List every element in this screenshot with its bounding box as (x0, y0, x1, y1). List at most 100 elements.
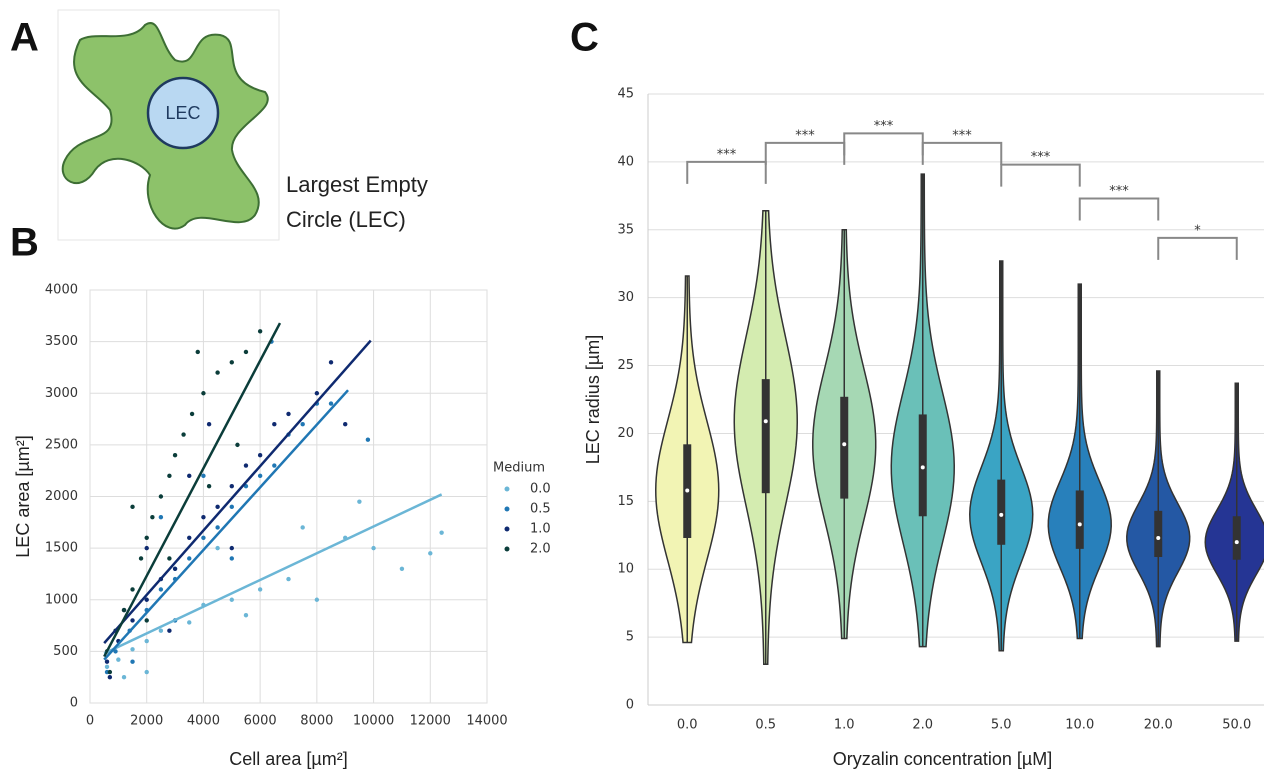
median (920, 465, 925, 470)
point (257, 453, 263, 458)
legend-label: 2.0 (530, 542, 551, 557)
median (999, 512, 1004, 517)
significance-bracket (686, 160, 767, 184)
point (300, 525, 305, 530)
panel-label: C (570, 16, 599, 60)
iqr-box (761, 379, 770, 494)
caption: Circle (LEC) (286, 207, 406, 232)
significance-label: *** (874, 119, 894, 134)
iqr-box (997, 479, 1006, 545)
point (130, 618, 135, 623)
panel-label: A (10, 16, 39, 60)
legend-marker (504, 506, 510, 512)
legend-label: 1.0 (530, 522, 551, 537)
median (1077, 522, 1082, 527)
point (172, 566, 178, 571)
x-tick-label: 0 (86, 714, 94, 729)
significance-label: *** (952, 128, 972, 143)
legend-marker (504, 486, 510, 492)
y-tick-label: 3500 (45, 334, 78, 349)
point (158, 494, 164, 499)
point (229, 360, 234, 365)
point (130, 647, 135, 652)
point (365, 437, 371, 442)
significance-bracket (921, 141, 1003, 165)
point (235, 442, 240, 448)
point (144, 535, 149, 540)
y-tick-label: 3000 (45, 386, 78, 401)
point (167, 628, 172, 633)
iqr-box (1154, 510, 1163, 558)
point (243, 463, 249, 468)
y-tick-label: 25 (617, 358, 634, 373)
point (158, 514, 164, 520)
median (1234, 540, 1239, 545)
point (144, 618, 149, 623)
point (187, 620, 192, 625)
point (314, 597, 320, 602)
x-tick-label: 0.0 (677, 718, 698, 733)
x-tick-label: 5.0 (991, 718, 1012, 733)
x-tick-label: 2.0 (912, 718, 933, 733)
point (428, 551, 433, 556)
legend-marker (504, 546, 510, 552)
significance-bracket (1157, 236, 1238, 260)
x-tick-label: 14000 (466, 714, 507, 729)
point (229, 483, 234, 489)
x-tick-label: 8000 (300, 714, 333, 729)
point (357, 499, 362, 504)
point (167, 556, 172, 561)
significance-bracket (1000, 163, 1081, 187)
point (229, 504, 234, 510)
significance-label: *** (795, 128, 815, 143)
point (189, 411, 195, 417)
point (104, 659, 110, 664)
point (286, 576, 291, 582)
point (158, 587, 164, 592)
x-tick-label: 12000 (410, 714, 451, 729)
fit-line (103, 339, 372, 644)
point (130, 504, 135, 510)
x-axis-label: Oryzalin concentration [µM] (833, 749, 1052, 769)
point (215, 370, 220, 375)
fit-line (103, 322, 282, 658)
point (206, 422, 212, 427)
legend-label: 0.0 (530, 482, 551, 497)
point (243, 349, 249, 355)
y-axis-label: LEC area [µm²] (13, 435, 33, 557)
point (229, 545, 234, 551)
point (144, 545, 149, 551)
significance-label: * (1194, 223, 1201, 238)
point (187, 473, 192, 479)
point (116, 657, 121, 662)
point (158, 628, 164, 633)
legend-label: 0.5 (530, 502, 551, 517)
significance-bracket (1078, 197, 1160, 221)
fit-line (103, 389, 349, 661)
legend-title: Medium (493, 461, 545, 476)
x-tick-label: 10000 (353, 714, 394, 729)
fit-line (103, 493, 443, 655)
point (144, 669, 149, 675)
point (272, 422, 277, 427)
significance-label: *** (717, 147, 737, 162)
point (113, 649, 118, 654)
y-tick-label: 10 (617, 562, 634, 577)
y-tick-label: 35 (617, 222, 634, 237)
point (107, 674, 113, 680)
y-tick-label: 15 (617, 494, 634, 509)
y-tick-label: 500 (53, 644, 78, 659)
median (763, 419, 768, 424)
circle-label: LEC (165, 103, 200, 123)
x-tick-label: 1.0 (834, 718, 855, 733)
y-tick-label: 45 (617, 87, 634, 102)
point (181, 432, 186, 437)
x-tick-label: 6000 (244, 714, 277, 729)
point (201, 473, 206, 479)
point (138, 556, 144, 561)
point (195, 349, 200, 355)
point (371, 545, 376, 551)
point (150, 514, 155, 520)
median (1156, 535, 1161, 540)
significance-label: *** (1109, 184, 1129, 199)
